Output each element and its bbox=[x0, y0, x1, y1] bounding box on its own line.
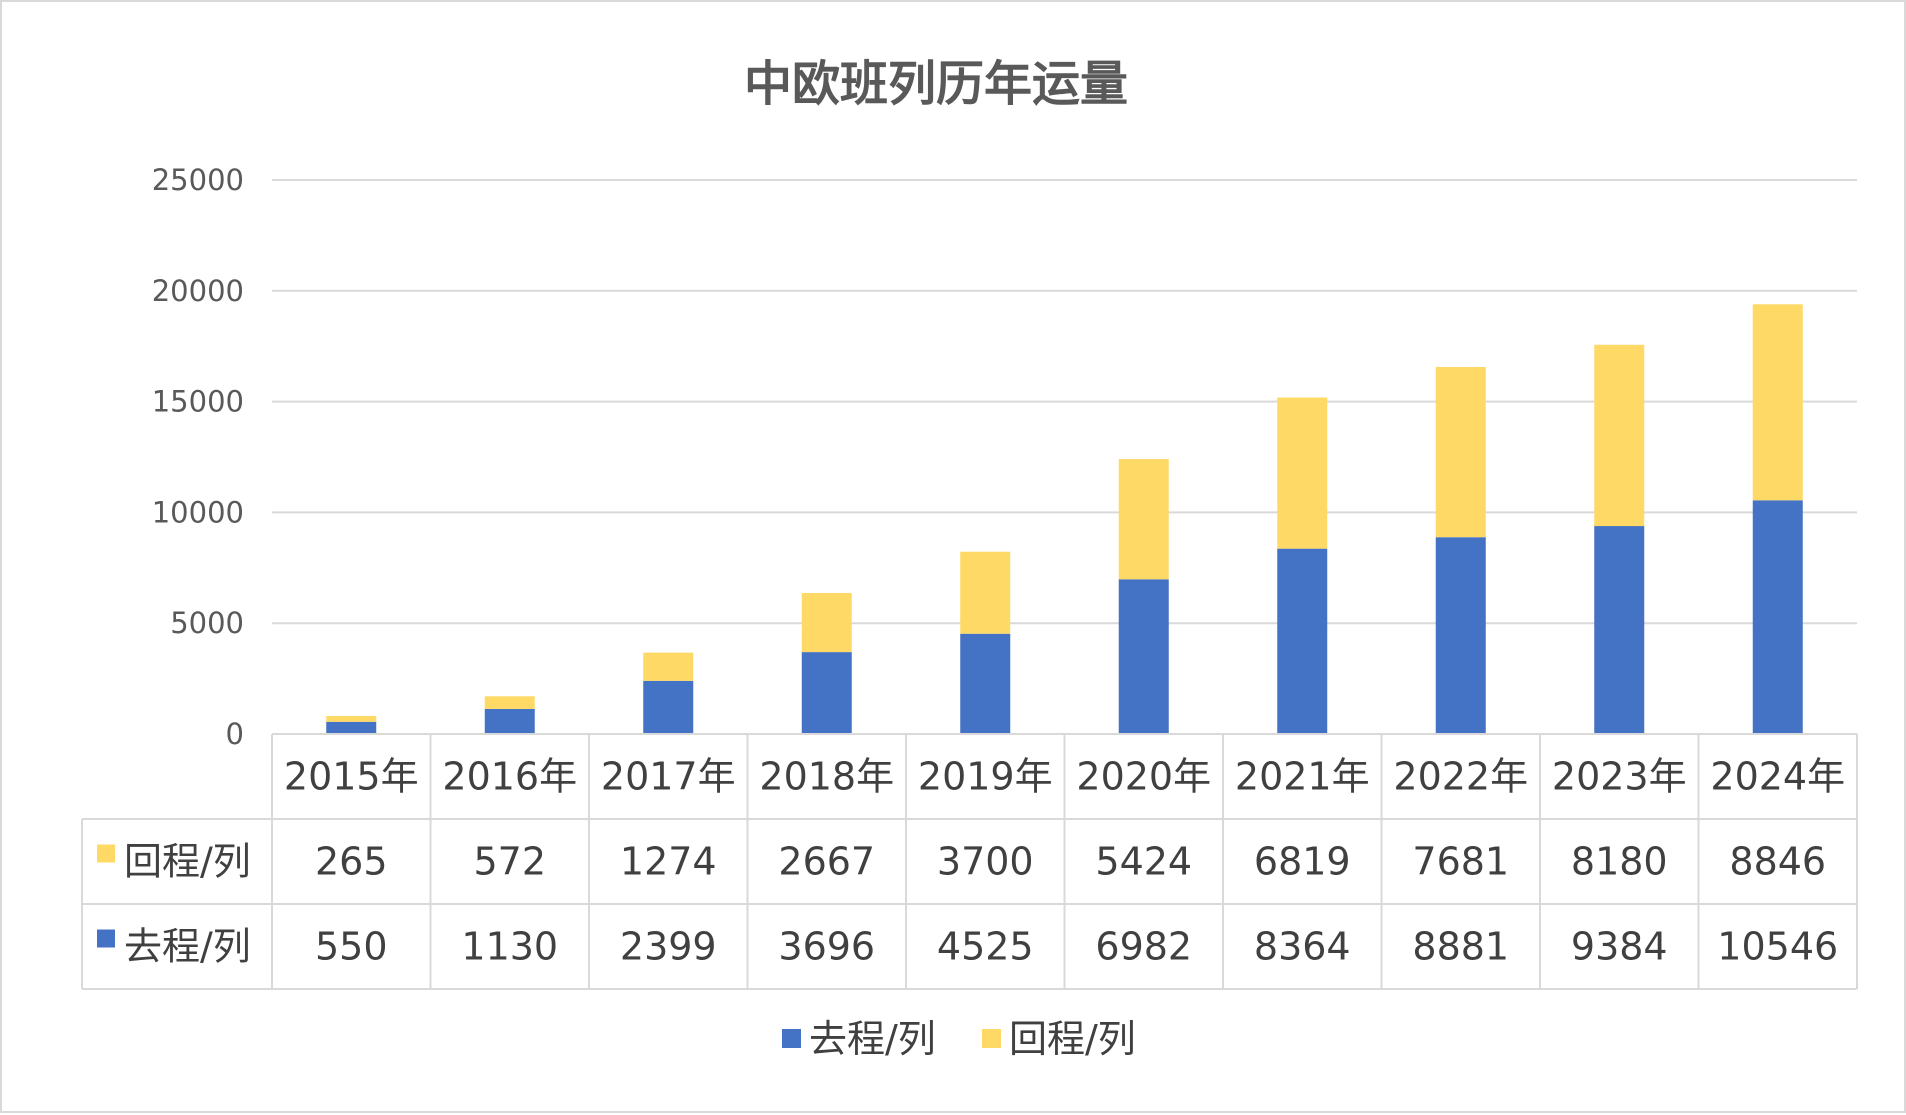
data-label: 6819 bbox=[1254, 840, 1351, 884]
data-label: 265 bbox=[315, 840, 388, 884]
x-tick-label: 2019年 bbox=[918, 755, 1053, 799]
x-tick-label: 2023年 bbox=[1552, 755, 1687, 799]
bar-outbound bbox=[801, 652, 852, 734]
data-label: 3696 bbox=[778, 925, 875, 969]
data-label: 6982 bbox=[1095, 925, 1192, 969]
data-label: 3700 bbox=[937, 840, 1034, 884]
data-label: 8180 bbox=[1571, 840, 1668, 884]
bar-return bbox=[1118, 459, 1169, 580]
bar-return bbox=[1752, 304, 1803, 501]
x-tick-label: 2020年 bbox=[1076, 755, 1211, 799]
y-tick-label: 10000 bbox=[152, 495, 244, 529]
bars bbox=[326, 304, 1803, 734]
y-tick-label: 5000 bbox=[170, 606, 244, 640]
y-tick-label: 25000 bbox=[152, 163, 244, 197]
table-legend-key bbox=[97, 929, 115, 948]
data-label: 550 bbox=[315, 925, 388, 969]
bar-outbound bbox=[643, 680, 694, 734]
chart-title: 中欧班列历年运量 bbox=[744, 56, 1128, 112]
bar-return bbox=[326, 715, 377, 722]
x-tick-label: 2015年 bbox=[284, 755, 419, 799]
x-tick-label: 2021年 bbox=[1235, 755, 1370, 799]
data-label: 9384 bbox=[1571, 925, 1668, 969]
legend: 去程/列 回程/列 bbox=[782, 1017, 1136, 1061]
bar-outbound bbox=[960, 633, 1011, 734]
bar-return bbox=[643, 652, 694, 681]
bar-outbound bbox=[1435, 537, 1486, 734]
bar-outbound bbox=[1594, 526, 1645, 734]
bar-return bbox=[1277, 397, 1328, 549]
gridlines bbox=[272, 179, 1857, 625]
data-label: 5424 bbox=[1095, 840, 1192, 884]
bar-return bbox=[801, 592, 852, 653]
data-label: 1130 bbox=[461, 925, 558, 969]
bar-outbound bbox=[326, 721, 377, 734]
data-label: 4525 bbox=[937, 925, 1034, 969]
y-tick-label: 15000 bbox=[152, 385, 244, 419]
x-tick-label: 2016年 bbox=[442, 755, 577, 799]
y-tick-label: 0 bbox=[226, 717, 244, 751]
bar-return bbox=[960, 551, 1011, 634]
x-tick-label: 2024年 bbox=[1710, 755, 1845, 799]
data-label: 572 bbox=[473, 840, 546, 884]
y-tick-label: 20000 bbox=[152, 274, 244, 308]
bar-return bbox=[1435, 366, 1486, 538]
x-tick-label: 2018年 bbox=[759, 755, 894, 799]
data-label: 8881 bbox=[1412, 925, 1509, 969]
bar-outbound bbox=[1118, 579, 1169, 734]
legend-entry: 去程/列 bbox=[809, 1017, 936, 1061]
table-row-label: 回程/列 bbox=[124, 840, 251, 884]
legend-key bbox=[782, 1029, 801, 1048]
table-row-label: 去程/列 bbox=[124, 925, 251, 969]
data-label: 8364 bbox=[1254, 925, 1351, 969]
data-table: 2015年 2016年 2017年 2018年 2019年 2020年 2021年 2022年… bbox=[81, 733, 1858, 990]
table-legend-key bbox=[97, 844, 115, 863]
bar-outbound bbox=[484, 708, 535, 734]
data-label: 1274 bbox=[620, 840, 717, 884]
legend-key bbox=[982, 1029, 1001, 1048]
data-label: 10546 bbox=[1717, 925, 1838, 969]
data-label: 2399 bbox=[620, 925, 717, 969]
bar-return bbox=[1594, 344, 1645, 527]
data-label: 8846 bbox=[1729, 840, 1826, 884]
data-label: 7681 bbox=[1412, 840, 1509, 884]
bar-outbound bbox=[1277, 548, 1328, 734]
legend-entry: 回程/列 bbox=[1009, 1017, 1136, 1061]
data-label: 2667 bbox=[778, 840, 875, 884]
bar-return bbox=[484, 696, 535, 709]
y-axis-tick-labels: 0 5000 10000 15000 20000 25000 bbox=[152, 163, 244, 751]
x-tick-label: 2017年 bbox=[601, 755, 736, 799]
x-tick-label: 2022年 bbox=[1393, 755, 1528, 799]
bar-outbound bbox=[1752, 500, 1803, 734]
